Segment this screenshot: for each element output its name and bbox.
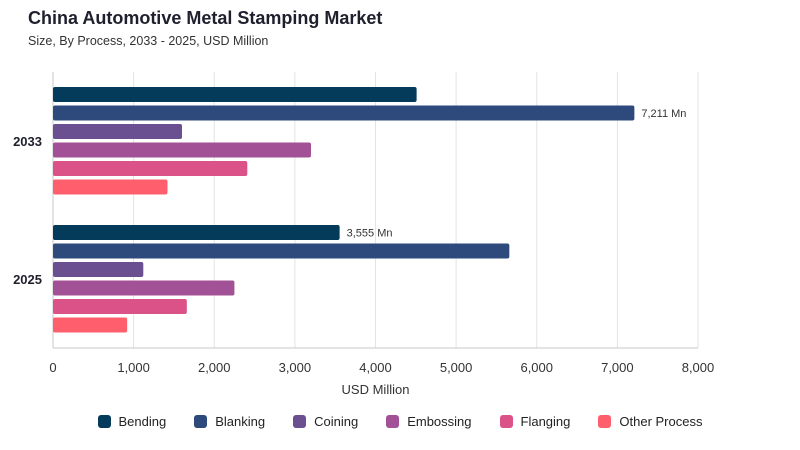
data-label: 7,211 Mn bbox=[641, 108, 686, 120]
x-tick-label: 1,000 bbox=[117, 360, 150, 375]
legend-swatch bbox=[499, 415, 513, 428]
legend-item: Blanking bbox=[194, 414, 265, 429]
bar bbox=[53, 280, 235, 296]
legend-item: Embossing bbox=[386, 414, 472, 429]
x-tick-label: 4,000 bbox=[359, 360, 392, 375]
bar bbox=[53, 225, 340, 240]
bar-chart: 0 1,000 2,000 3,000 4,000 5,000 6,000 7,000 8,00… bbox=[13, 72, 715, 397]
legend-label: Other Process bbox=[619, 414, 703, 429]
legend-label: Bending bbox=[118, 414, 167, 429]
legend-label: Embossing bbox=[407, 414, 472, 429]
x-tick-label: 2,000 bbox=[198, 360, 231, 375]
bar bbox=[53, 317, 128, 333]
chart-legend: Bending Blanking Coining Embossing Flanging O… bbox=[0, 414, 800, 429]
x-tick-label: 7,000 bbox=[601, 360, 634, 375]
legend-item: Coining bbox=[293, 414, 358, 429]
data-label: 3,555 Mn bbox=[347, 228, 393, 240]
x-tick-label: 5,000 bbox=[440, 360, 473, 375]
legend-item: Bending bbox=[97, 414, 167, 429]
legend-swatch bbox=[194, 415, 208, 428]
category-label: 2033 bbox=[13, 134, 42, 149]
legend-swatch bbox=[598, 415, 612, 428]
legend-label: Flanging bbox=[520, 414, 571, 429]
bar bbox=[53, 142, 311, 158]
legend-label: Coining bbox=[314, 414, 359, 429]
x-tick-label: 0 bbox=[49, 360, 56, 375]
bar bbox=[53, 124, 182, 139]
legend-swatch bbox=[293, 415, 307, 428]
legend-item: Other Process bbox=[598, 414, 702, 429]
legend-swatch bbox=[97, 415, 111, 428]
bar bbox=[53, 179, 168, 195]
bar bbox=[53, 299, 187, 314]
x-tick-label: 8,000 bbox=[682, 360, 715, 375]
legend-swatch bbox=[386, 415, 400, 428]
bar bbox=[53, 243, 510, 259]
bar bbox=[53, 262, 144, 277]
x-axis-title: USD Million bbox=[342, 382, 410, 397]
category-label: 2025 bbox=[13, 272, 42, 287]
bar bbox=[53, 161, 248, 176]
legend-label: Blanking bbox=[215, 414, 266, 429]
bar bbox=[53, 87, 417, 102]
x-tick-label: 3,000 bbox=[279, 360, 312, 375]
chart-subtitle: Size, By Process, 2033 - 2025, USD Milli… bbox=[28, 34, 269, 48]
bar bbox=[53, 105, 635, 121]
x-tick-label: 6,000 bbox=[520, 360, 553, 375]
legend-item: Flanging bbox=[499, 414, 571, 429]
chart-title: China Automotive Metal Stamping Market bbox=[28, 8, 383, 28]
